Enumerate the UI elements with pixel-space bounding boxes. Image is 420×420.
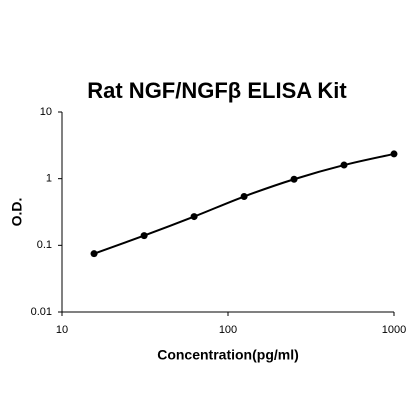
data-point (90, 250, 98, 258)
x-axis-label: Concentration(pg/ml) (157, 347, 299, 363)
y-tick-label: 10 (40, 106, 52, 118)
data-point (140, 232, 148, 240)
fit-curve (93, 152, 395, 255)
y-tick-label: 0.01 (31, 306, 52, 318)
data-point (290, 175, 298, 183)
data-point (390, 150, 398, 158)
chart-title: Rat NGF/NGFβ ELISA Kit (87, 78, 347, 103)
x-tick-label: 10 (56, 324, 68, 336)
data-point (340, 161, 348, 169)
y-axis-label: O.D. (9, 198, 25, 227)
x-tick-label: 100 (219, 324, 237, 336)
data-point (240, 193, 248, 201)
y-tick-label: 0.1 (37, 239, 52, 251)
y-tick-label: 1 (46, 173, 52, 185)
data-point (190, 213, 198, 221)
x-tick-label: 1000 (382, 324, 406, 336)
